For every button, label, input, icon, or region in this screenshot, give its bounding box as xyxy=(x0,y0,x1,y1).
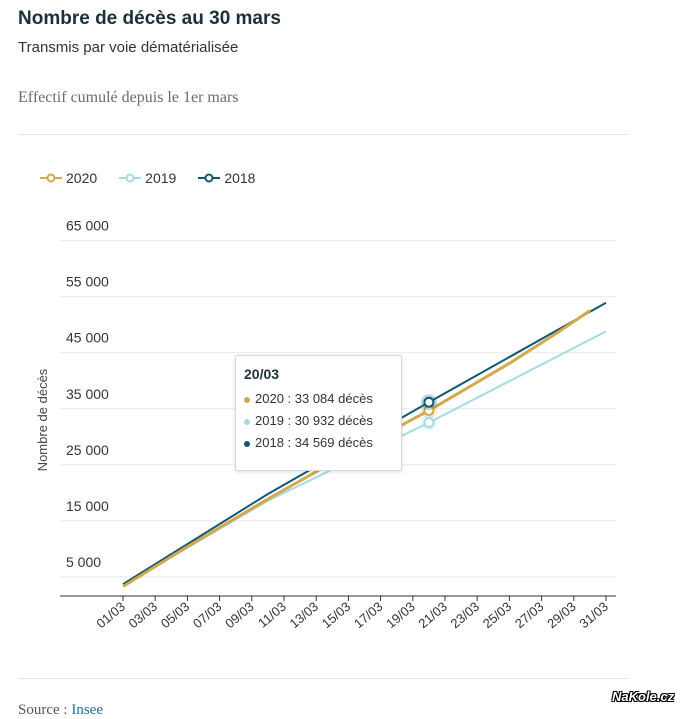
chart-description: Effectif cumulé depuis le 1er mars xyxy=(18,89,239,106)
x-tick-label: 11/03 xyxy=(255,599,289,631)
x-tick-label: 07/03 xyxy=(190,599,225,631)
hover-point-2018 xyxy=(423,396,435,408)
x-tick-label: 01/03 xyxy=(93,599,128,631)
divider-bottom xyxy=(18,678,629,679)
x-tick-label: 15/03 xyxy=(319,599,354,631)
chart-title: Nombre de décès au 30 mars xyxy=(18,8,281,29)
x-tick-label: 17/03 xyxy=(351,599,386,631)
tooltip: 20/03 2020 : 33 084 décès 2019 : 30 932 … xyxy=(235,355,402,471)
x-tick-label: 23/03 xyxy=(448,599,483,631)
tooltip-value-2018: 2018 : 34 569 décès xyxy=(255,435,373,450)
source-prefix: Source : xyxy=(18,702,72,718)
y-tick-label: 5 000 xyxy=(66,554,101,570)
x-tick-label: 09/03 xyxy=(222,599,257,631)
source-link[interactable]: Insee xyxy=(71,702,103,718)
x-tick-label: 03/03 xyxy=(126,599,161,631)
y-axis-title: Nombre de décès xyxy=(35,368,50,471)
tooltip-row-2020: 2020 : 33 084 décès xyxy=(244,391,393,406)
y-tick-label: 45 000 xyxy=(66,330,109,346)
x-tick-label: 19/03 xyxy=(383,599,418,631)
watermark: NaKole.cz xyxy=(612,689,675,704)
x-tick-label: 29/03 xyxy=(544,599,579,631)
tooltip-row-2018: 2018 : 34 569 décès xyxy=(244,435,393,450)
legend-label-2019: 2019 xyxy=(145,170,177,186)
y-tick-label: 25 000 xyxy=(66,442,109,458)
x-tick-label: 31/03 xyxy=(576,599,611,631)
dot-2018-icon xyxy=(244,440,250,447)
y-tick-label: 15 000 xyxy=(66,498,109,514)
x-tick-label: 25/03 xyxy=(480,599,515,631)
legend-label-2020: 2020 xyxy=(66,170,98,186)
legend-marker-2018-icon xyxy=(198,173,221,183)
dot-2019-icon xyxy=(244,418,250,425)
legend-marker-2019-icon xyxy=(119,173,142,183)
legend-item-2018[interactable]: 2018 xyxy=(198,170,255,186)
chart-subtitle: Transmis par voie dématérialisée xyxy=(18,39,239,56)
y-tick-label: 35 000 xyxy=(66,386,109,402)
legend-label-2018: 2018 xyxy=(224,170,256,186)
tooltip-value-2019: 2019 : 30 932 décès xyxy=(255,413,373,428)
x-tick-label: 27/03 xyxy=(512,599,547,631)
legend: 2020 2019 2018 xyxy=(40,170,255,186)
legend-marker-2020-icon xyxy=(40,173,62,183)
divider xyxy=(18,134,629,135)
tooltip-row-2019: 2019 : 30 932 décès xyxy=(244,413,393,428)
hover-point-2019 xyxy=(423,417,435,429)
legend-item-2020[interactable]: 2020 xyxy=(40,170,97,186)
y-tick-label: 55 000 xyxy=(66,274,109,290)
x-tick-label: 21/03 xyxy=(415,599,450,631)
source-note: Source : Insee xyxy=(18,702,103,719)
dot-2020-icon xyxy=(244,396,250,403)
tooltip-date: 20/03 xyxy=(244,366,280,382)
tooltip-value-2020: 2020 : 33 084 décès xyxy=(255,391,373,406)
x-tick-label: 05/03 xyxy=(158,599,193,631)
legend-item-2019[interactable]: 2019 xyxy=(119,170,176,186)
x-tick-label: 13/03 xyxy=(287,599,322,631)
y-tick-label: 65 000 xyxy=(66,218,109,234)
